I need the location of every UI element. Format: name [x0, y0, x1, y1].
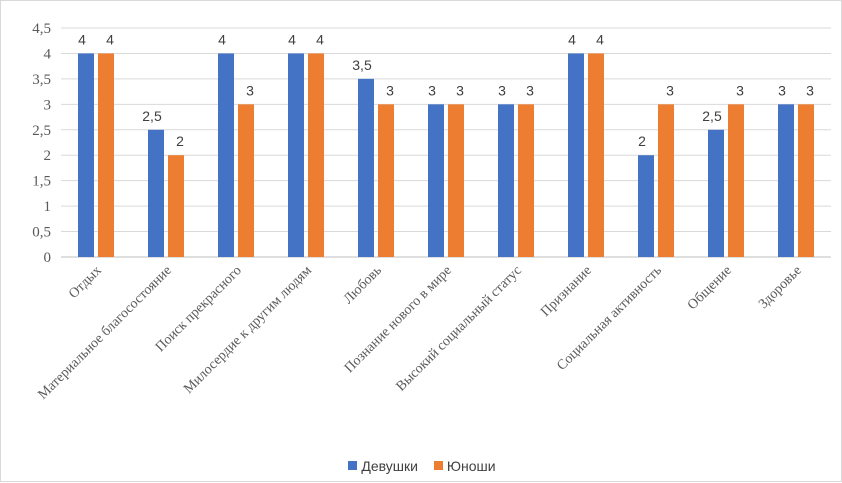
- y-tick-label: 2: [44, 148, 52, 164]
- bar-series-1: [288, 53, 304, 257]
- data-label-series-1: 3,5: [352, 57, 372, 73]
- data-label-series-2: 3: [456, 82, 464, 98]
- bar-series-2: [98, 53, 114, 257]
- bar-series-2: [728, 104, 744, 257]
- x-category-label: Милосердие к другим людям: [181, 263, 315, 397]
- data-label-series-1: 2: [638, 133, 646, 149]
- bar-series-2: [658, 104, 674, 257]
- y-tick-label: 0: [44, 250, 52, 266]
- data-label-series-1: 4: [288, 31, 296, 47]
- data-label-series-2: 3: [666, 82, 674, 98]
- bar-series-1: [568, 53, 584, 257]
- data-label-series-2: 3: [736, 82, 744, 98]
- bar-series-2: [308, 53, 324, 257]
- data-label-series-1: 2,5: [702, 108, 722, 124]
- bar-series-1: [498, 104, 514, 257]
- y-tick-label: 3,5: [32, 72, 51, 88]
- data-labels: 4 4 2,5 2 4 3 4 4 3,5 3 3 3 3 3 4 4 2 3 2,5 3 3 3: [78, 31, 814, 149]
- y-tick-label: 2,5: [32, 123, 51, 139]
- bar-series-2: [798, 104, 814, 257]
- data-label-series-1: 3: [778, 82, 786, 98]
- legend-label-series-1: Девушки: [361, 457, 418, 474]
- bar-series-1: [148, 129, 164, 257]
- data-label-series-1: 2,5: [142, 108, 162, 124]
- bar-series-1: [218, 53, 234, 257]
- bar-series-1: [428, 104, 444, 257]
- legend-swatch-series-2: [433, 461, 443, 470]
- data-label-series-1: 4: [218, 31, 226, 47]
- bar-series-1: [638, 155, 654, 257]
- legend-item-series-1: Девушки: [348, 458, 418, 474]
- legend-item-series-2: Юноши: [433, 457, 496, 474]
- data-label-series-2: 3: [526, 82, 534, 98]
- x-category-label: Любовь: [341, 263, 385, 307]
- bar-series-2: [518, 104, 534, 257]
- bar-series-1: [708, 129, 724, 257]
- y-tick-label: 4,5: [32, 21, 51, 37]
- legend: Девушки Юноши: [1, 457, 842, 474]
- gridlines: [61, 27, 831, 258]
- x-category-label: Признание: [538, 263, 595, 320]
- y-tick-label: 0,5: [32, 225, 51, 241]
- y-axis-tick-labels: 0 0,5 1 1,5 2 2,5 3 3,5 4 4,5: [32, 21, 51, 266]
- bar-series-1: [78, 53, 94, 257]
- y-tick-label: 1: [44, 199, 52, 215]
- legend-swatch-series-1: [348, 461, 358, 470]
- legend-label-series-2: Юноши: [446, 457, 496, 474]
- bar-series-1: [778, 104, 794, 257]
- data-label-series-2: 4: [596, 31, 604, 47]
- y-tick-label: 4: [44, 46, 52, 62]
- x-category-label: Общение: [685, 263, 735, 313]
- data-label-series-1: 4: [568, 31, 576, 47]
- data-label-series-2: 3: [246, 82, 254, 98]
- bars: [78, 53, 814, 257]
- data-label-series-2: 3: [806, 82, 814, 98]
- y-tick-label: 1,5: [32, 174, 51, 190]
- y-tick-label: 3: [44, 97, 52, 113]
- x-category-label: Здоровье: [756, 263, 805, 312]
- bar-series-2: [238, 104, 254, 257]
- bar-series-2: [448, 104, 464, 257]
- bar-series-2: [168, 155, 184, 257]
- data-label-series-2: 2: [176, 133, 184, 149]
- data-label-series-2: 4: [106, 31, 114, 47]
- data-label-series-1: 3: [498, 82, 506, 98]
- data-label-series-2: 4: [316, 31, 324, 47]
- x-category-label: Отдых: [66, 263, 105, 302]
- x-category-label: Материальное благосостояние: [36, 263, 175, 402]
- data-label-series-1: 3: [428, 82, 436, 98]
- x-category-label: Высокий социальный статус: [394, 263, 525, 394]
- bar-series-2: [588, 53, 604, 257]
- bar-series-1: [358, 78, 374, 257]
- bar-series-2: [378, 104, 394, 257]
- data-label-series-1: 4: [78, 31, 86, 47]
- data-label-series-2: 3: [386, 82, 394, 98]
